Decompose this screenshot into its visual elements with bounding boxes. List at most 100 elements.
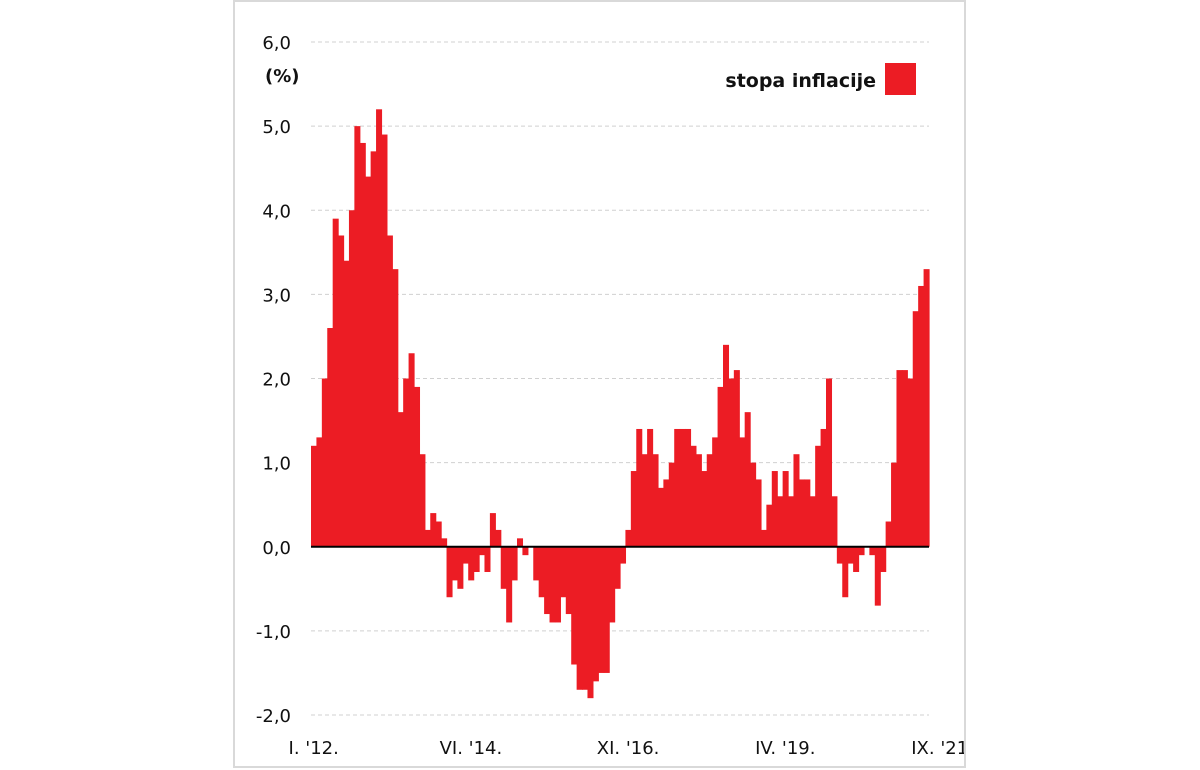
bar xyxy=(576,546,583,690)
bar xyxy=(836,546,843,564)
bar xyxy=(457,546,464,589)
bar xyxy=(760,529,767,547)
bar xyxy=(489,513,496,547)
bar xyxy=(820,428,827,547)
bar xyxy=(468,546,475,581)
bar xyxy=(880,546,887,572)
bar xyxy=(695,454,702,547)
bar xyxy=(419,454,426,547)
bar xyxy=(598,546,605,673)
bar xyxy=(511,546,518,581)
bar xyxy=(354,126,361,547)
bar xyxy=(657,487,664,547)
bar xyxy=(414,386,421,547)
bar xyxy=(636,428,643,547)
bar xyxy=(462,546,469,564)
y-tick-label: 5,0 xyxy=(262,117,291,138)
bar xyxy=(630,471,637,547)
bar xyxy=(338,235,345,547)
y-tick-label: -2,0 xyxy=(256,706,291,727)
inflation-chart: -2,0 -1,0 0,0 1,0 2,0 3,0 4,0 5,0 6,0 I. '12. VI.… xyxy=(256,33,964,759)
bar xyxy=(885,521,892,547)
bar xyxy=(896,370,903,547)
bar xyxy=(712,437,719,547)
bar xyxy=(815,445,822,547)
bar xyxy=(365,176,372,547)
bar xyxy=(853,546,860,572)
bar xyxy=(609,546,616,623)
x-tick-label: IV. '19. xyxy=(755,738,815,759)
bar xyxy=(554,546,561,623)
y-tick-label: -1,0 xyxy=(256,622,291,643)
bar xyxy=(408,353,415,547)
bar xyxy=(847,546,854,564)
bar xyxy=(869,546,876,556)
y-tick-label: 1,0 xyxy=(262,454,291,475)
bar xyxy=(327,328,334,547)
bar xyxy=(321,378,328,547)
bar xyxy=(668,462,675,547)
x-tick-label: VI. '14. xyxy=(440,738,503,759)
bar xyxy=(603,546,610,673)
y-tick-label: 4,0 xyxy=(262,201,291,222)
bar xyxy=(706,454,713,547)
bar xyxy=(397,412,404,547)
bar xyxy=(663,479,670,547)
x-axis-ticks: I. '12. VI. '14. XI. '16. IV. '19. IX. '21. xyxy=(289,738,964,759)
bar xyxy=(777,496,784,547)
bar xyxy=(544,546,551,615)
x-tick-label: XI. '16. xyxy=(597,738,660,759)
bar xyxy=(701,471,708,547)
bar xyxy=(755,479,762,547)
bar xyxy=(565,546,572,615)
bar xyxy=(376,109,383,547)
bar xyxy=(479,546,486,556)
bar xyxy=(571,546,578,665)
bars xyxy=(311,109,930,699)
bar xyxy=(348,210,355,547)
y-axis-ticks: -2,0 -1,0 0,0 1,0 2,0 3,0 4,0 5,0 6,0 xyxy=(256,33,291,727)
y-tick-label: 2,0 xyxy=(262,370,291,391)
x-tick-label: I. '12. xyxy=(289,738,339,759)
bar xyxy=(788,496,795,547)
bar xyxy=(652,454,659,547)
bar xyxy=(386,235,393,547)
bar xyxy=(912,311,919,547)
bar xyxy=(690,445,697,547)
bar xyxy=(592,546,599,682)
bar xyxy=(685,428,692,547)
bar xyxy=(506,546,513,623)
bar xyxy=(549,546,556,623)
chart-frame: -2,0 -1,0 0,0 1,0 2,0 3,0 4,0 5,0 6,0 I. '12. VI.… xyxy=(233,0,966,768)
y-tick-label: 3,0 xyxy=(262,285,291,306)
bar xyxy=(739,437,746,547)
bar xyxy=(451,546,458,581)
bar xyxy=(332,218,339,547)
legend-swatch xyxy=(885,63,916,95)
bar xyxy=(723,344,730,547)
bar xyxy=(359,142,366,547)
bar xyxy=(804,479,811,547)
bar xyxy=(614,546,621,589)
bar xyxy=(923,269,930,547)
x-tick-label: IX. '21. xyxy=(911,738,964,759)
bar xyxy=(674,428,681,547)
bar xyxy=(641,454,648,547)
bar xyxy=(766,504,773,547)
bar xyxy=(424,529,431,547)
bar xyxy=(311,445,318,547)
bar xyxy=(370,151,377,547)
legend: stopa inflacije xyxy=(725,63,916,95)
y-tick-label: 0,0 xyxy=(262,538,291,559)
bar xyxy=(918,285,925,547)
bar xyxy=(495,529,502,547)
bar xyxy=(392,269,399,547)
bar xyxy=(907,378,914,547)
bar xyxy=(771,471,778,547)
bar xyxy=(620,546,627,564)
legend-label: stopa inflacije xyxy=(725,70,876,92)
y-axis-unit-label: (%) xyxy=(265,66,300,87)
bar xyxy=(381,134,388,547)
bar xyxy=(473,546,480,572)
bar xyxy=(831,496,838,547)
